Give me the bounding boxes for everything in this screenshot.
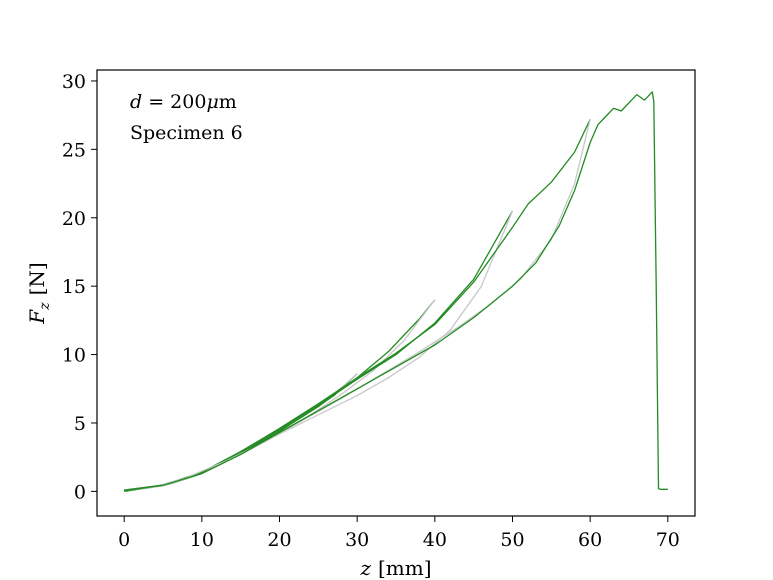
x-tick-label-2: 20 — [267, 529, 291, 551]
series-layer — [124, 91, 668, 493]
series-line-3 — [124, 299, 436, 491]
x-axis-title: z [mm] — [359, 556, 431, 580]
y-axis-subscript: z — [37, 302, 53, 311]
series-line-1 — [124, 373, 358, 491]
x-axis-unit: [mm] — [378, 556, 432, 580]
series-line-7 — [124, 119, 591, 493]
x-tick-label-6: 60 — [578, 529, 602, 551]
y-tick-label-4: 20 — [62, 208, 86, 230]
y-tick-label-1: 5 — [74, 413, 86, 435]
annotation-diameter-greek: μ — [206, 91, 218, 113]
series-line-6 — [124, 210, 514, 493]
x-tick-label-3: 30 — [345, 529, 369, 551]
plot-frame — [96, 69, 696, 517]
annotation-specimen: Specimen 6 — [130, 122, 243, 144]
annotation-diameter-unit: m — [219, 91, 237, 113]
y-axis-unit: [N] — [25, 262, 49, 295]
series-line-2 — [124, 373, 358, 491]
x-tick-label-4: 40 — [423, 529, 447, 551]
x-tick-label-5: 50 — [500, 529, 524, 551]
x-tick-label-0: 0 — [118, 529, 130, 551]
y-axis-symbol: F — [25, 309, 49, 325]
y-tick-label-6: 30 — [62, 71, 86, 93]
y-axis-title: Fz [N] — [25, 262, 53, 324]
y-tick-label-3: 15 — [62, 276, 86, 298]
y-tick-label-2: 10 — [62, 345, 86, 367]
series-line-5 — [124, 210, 514, 492]
series-line-8 — [124, 119, 591, 492]
annotation-diameter-symbol: d — [130, 91, 142, 113]
series-line-4 — [124, 299, 436, 492]
ticks-layer: 0 10 20 30 40 50 60 70 0 5 10 15 20 25 30 — [62, 71, 680, 551]
y-tick-label-0: 0 — [74, 481, 86, 503]
x-tick-label-1: 10 — [190, 529, 214, 551]
annotation-diameter-value: = 200 — [142, 91, 206, 113]
x-tick-label-7: 70 — [656, 529, 680, 551]
x-axis-symbol: z — [359, 556, 371, 580]
y-tick-label-5: 25 — [62, 139, 86, 161]
series-line-9 — [124, 91, 668, 492]
annotation-diameter: d = 200μm — [130, 91, 237, 113]
